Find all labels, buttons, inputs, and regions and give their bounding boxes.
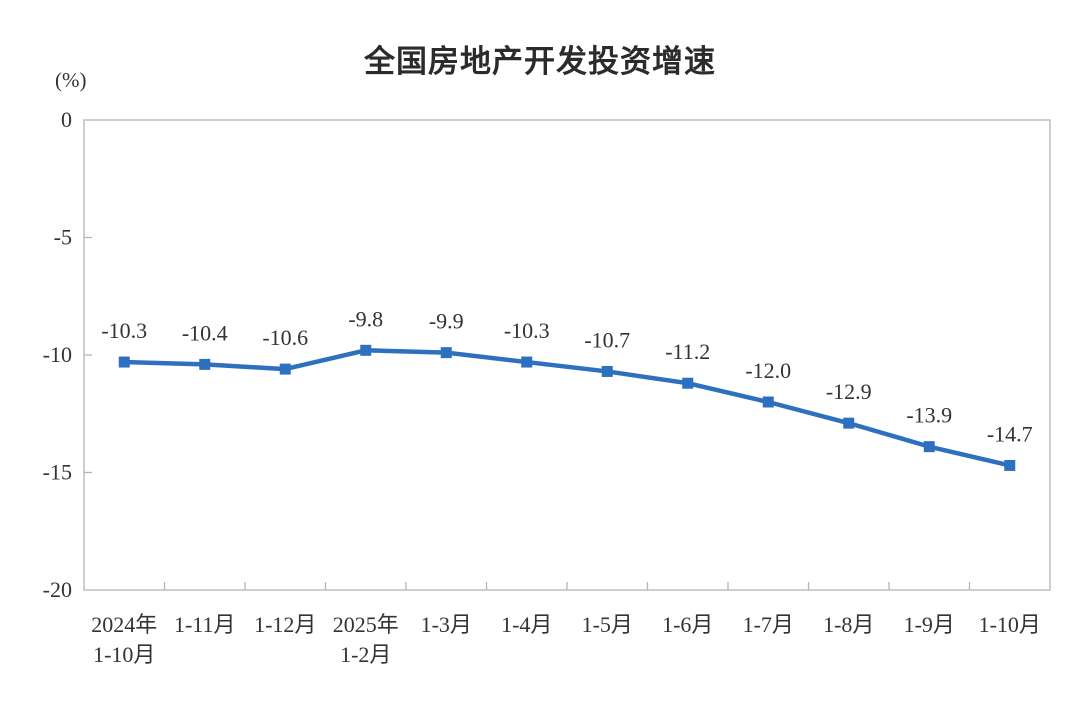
data-point-marker	[762, 396, 774, 408]
chart-title: 全国房地产开发投资增速	[364, 44, 716, 79]
data-point-marker	[360, 344, 372, 356]
data-point-label: -13.9	[906, 403, 952, 428]
data-point-label: -10.3	[504, 318, 550, 343]
data-point-marker	[199, 358, 211, 370]
y-axis-tick-label: -15	[43, 460, 72, 485]
data-point-marker	[279, 363, 291, 375]
y-axis-unit-label: (%)	[55, 68, 87, 92]
data-point-marker	[601, 365, 613, 377]
x-axis-category-label: 1-10月	[979, 612, 1041, 637]
data-point-marker	[521, 356, 533, 368]
data-point-label: -11.2	[665, 339, 710, 364]
data-point-marker	[843, 417, 855, 429]
x-axis-category-label: 1-11月	[174, 612, 236, 637]
x-axis-category-label: 2024年	[91, 612, 157, 637]
x-axis-category-label: 1-7月	[743, 612, 794, 637]
x-axis-category-label: 1-9月	[904, 612, 955, 637]
data-point-label: -9.9	[429, 309, 464, 334]
data-point-marker	[682, 377, 694, 389]
y-axis-tick-label: -5	[54, 225, 72, 250]
y-axis-tick-label: -20	[43, 577, 72, 602]
data-point-label: -10.4	[182, 320, 228, 345]
data-point-marker	[118, 356, 130, 368]
data-point-label: -12.9	[826, 379, 872, 404]
data-point-label: -10.7	[584, 327, 630, 352]
data-point-label: -10.3	[101, 318, 147, 343]
x-axis-category-label: 2025年	[333, 612, 399, 637]
data-point-label: -14.7	[987, 421, 1033, 446]
x-axis-category-label: 1-5月	[582, 612, 633, 637]
x-axis-category-label: 1-12月	[254, 612, 316, 637]
x-axis-category-label: 1-2月	[340, 642, 391, 667]
x-axis-category-label: 1-4月	[501, 612, 552, 637]
x-axis-category-label: 1-6月	[662, 612, 713, 637]
data-point-label: -9.8	[348, 306, 383, 331]
x-axis-category-label: 1-8月	[823, 612, 874, 637]
data-point-label: -10.6	[262, 325, 308, 350]
data-point-label: -12.0	[745, 358, 791, 383]
data-point-marker	[923, 441, 935, 453]
x-axis-category-label: 1-10月	[93, 642, 155, 667]
data-point-marker	[1004, 459, 1016, 471]
plot-border	[83, 119, 1051, 591]
data-point-marker	[440, 347, 452, 359]
x-axis-category-label: 1-3月	[421, 612, 472, 637]
y-axis-tick-label: 0	[61, 107, 72, 132]
data-line	[122, 348, 1012, 468]
y-axis-tick-label: -10	[43, 342, 72, 367]
